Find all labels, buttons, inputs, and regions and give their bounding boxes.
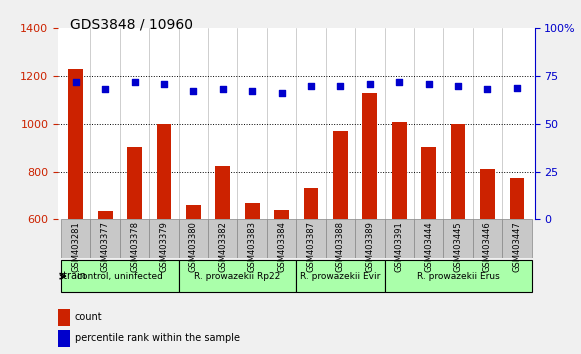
Text: count: count: [75, 312, 102, 322]
Bar: [91, 219, 120, 258]
Text: GSM403281: GSM403281: [71, 222, 80, 272]
Text: GSM403445: GSM403445: [454, 222, 462, 272]
Bar: [326, 219, 355, 258]
Point: [71, 79, 80, 85]
Point: [424, 81, 433, 87]
Text: strain: strain: [59, 271, 87, 281]
Text: GSM403382: GSM403382: [218, 222, 227, 272]
Text: GSM403378: GSM403378: [130, 222, 139, 273]
Bar: [149, 219, 179, 258]
Text: R. prowazekii Evir: R. prowazekii Evir: [300, 272, 381, 281]
Bar: [296, 219, 326, 258]
Bar: [98, 211, 113, 354]
Point: [512, 85, 522, 90]
Bar: [414, 219, 443, 258]
FancyBboxPatch shape: [296, 260, 385, 292]
Point: [101, 87, 110, 92]
FancyBboxPatch shape: [179, 260, 296, 292]
Bar: [267, 219, 296, 258]
Point: [306, 83, 315, 88]
Point: [218, 87, 227, 92]
Point: [336, 83, 345, 88]
Point: [159, 81, 168, 87]
Text: GSM403447: GSM403447: [512, 222, 521, 272]
Text: R. prowazekii Rp22: R. prowazekii Rp22: [195, 272, 281, 281]
Text: GSM403388: GSM403388: [336, 222, 345, 273]
Bar: [245, 203, 260, 354]
Bar: [127, 147, 142, 354]
Text: GSM403380: GSM403380: [189, 222, 198, 272]
Point: [394, 79, 404, 85]
Bar: [473, 219, 502, 258]
Bar: [61, 219, 91, 258]
Bar: [69, 69, 83, 354]
Bar: [274, 210, 289, 354]
Bar: [157, 124, 171, 354]
Bar: [355, 219, 385, 258]
Bar: [510, 178, 524, 354]
FancyBboxPatch shape: [61, 260, 179, 292]
Point: [365, 81, 375, 87]
Bar: [451, 124, 465, 354]
Bar: [238, 219, 267, 258]
Text: percentile rank within the sample: percentile rank within the sample: [75, 333, 240, 343]
Text: GSM403384: GSM403384: [277, 222, 286, 272]
Text: GSM403446: GSM403446: [483, 222, 492, 272]
Bar: [304, 188, 318, 354]
Bar: [120, 219, 149, 258]
Bar: [333, 131, 348, 354]
Bar: [392, 121, 407, 354]
Text: GSM403383: GSM403383: [248, 222, 257, 273]
Bar: [385, 219, 414, 258]
Text: R. prowazekii Erus: R. prowazekii Erus: [417, 272, 500, 281]
Bar: [502, 219, 532, 258]
Bar: [443, 219, 473, 258]
Bar: [363, 93, 377, 354]
Bar: [179, 219, 208, 258]
Text: GDS3848 / 10960: GDS3848 / 10960: [70, 18, 193, 32]
Bar: [216, 166, 230, 354]
Text: GSM403387: GSM403387: [307, 222, 315, 273]
Text: GSM403444: GSM403444: [424, 222, 433, 272]
Point: [130, 79, 139, 85]
Text: GSM403379: GSM403379: [159, 222, 168, 272]
Point: [483, 87, 492, 92]
Bar: [58, 309, 70, 326]
Text: GSM403389: GSM403389: [365, 222, 374, 272]
Bar: [186, 205, 200, 354]
Bar: [58, 330, 70, 347]
Point: [453, 83, 462, 88]
FancyBboxPatch shape: [385, 260, 532, 292]
Point: [248, 88, 257, 94]
Point: [277, 91, 286, 96]
Bar: [208, 219, 238, 258]
Bar: [480, 169, 495, 354]
Text: control, uninfected: control, uninfected: [77, 272, 163, 281]
Point: [189, 88, 198, 94]
Text: GSM403377: GSM403377: [101, 222, 110, 273]
Text: GSM403391: GSM403391: [394, 222, 404, 272]
Bar: [421, 147, 436, 354]
